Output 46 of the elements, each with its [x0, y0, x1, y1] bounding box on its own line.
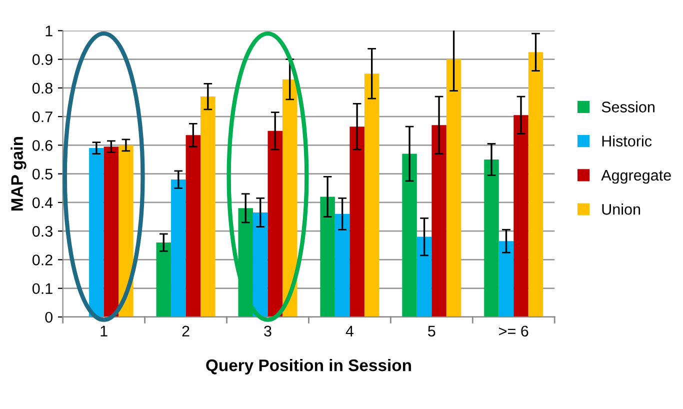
- y-tick-label: 0.7: [32, 111, 52, 122]
- bar: [104, 146, 119, 317]
- x-tick-label: 5: [428, 326, 436, 337]
- legend-label: Session: [602, 101, 654, 112]
- bar: [118, 145, 134, 317]
- legend-label: Union: [602, 204, 640, 215]
- y-tick-label: 0.9: [32, 54, 52, 65]
- bar: [238, 208, 253, 317]
- y-tick-label: 0.1: [32, 283, 52, 294]
- bar: [528, 52, 544, 317]
- bar: [268, 130, 282, 317]
- y-axis-title: MAP gain: [10, 137, 26, 211]
- y-tick-label: 0.5: [32, 168, 52, 180]
- bar: [416, 236, 432, 317]
- bar: [200, 96, 216, 317]
- bar: [156, 242, 172, 317]
- bar: [334, 214, 350, 317]
- bar: [446, 59, 462, 317]
- x-tick-label: 4: [346, 326, 354, 336]
- y-tick-label: 0.8: [32, 82, 52, 94]
- bar: [320, 196, 335, 317]
- bar: [186, 135, 201, 317]
- y-tick-label: 0.3: [32, 226, 52, 237]
- bar: [89, 148, 104, 317]
- bar: [498, 241, 514, 317]
- x-tick-label: 1: [100, 326, 108, 336]
- x-tick-label: 2: [182, 326, 190, 336]
- legend-label: Historic: [602, 135, 652, 147]
- y-tick-label: 0.6: [32, 140, 52, 151]
- y-tick-label: 0.4: [32, 197, 53, 208]
- legend-label: Aggregate: [601, 170, 671, 184]
- bar: [171, 180, 186, 317]
- bar: [484, 160, 499, 317]
- x-axis-title: Query Position in Session: [206, 358, 411, 375]
- bar: [402, 154, 417, 317]
- bar: [364, 74, 380, 317]
- y-tick-label: 0.2: [32, 254, 52, 266]
- y-tick-label: 0: [45, 312, 53, 323]
- x-tick-label: >= 6: [499, 326, 528, 337]
- y-tick-label: 1: [46, 26, 52, 36]
- x-tick-label: 3: [264, 326, 272, 337]
- bar: [514, 115, 528, 317]
- bar: [282, 79, 298, 317]
- bar: [432, 125, 446, 317]
- bar: [252, 212, 268, 317]
- bar: [350, 126, 364, 317]
